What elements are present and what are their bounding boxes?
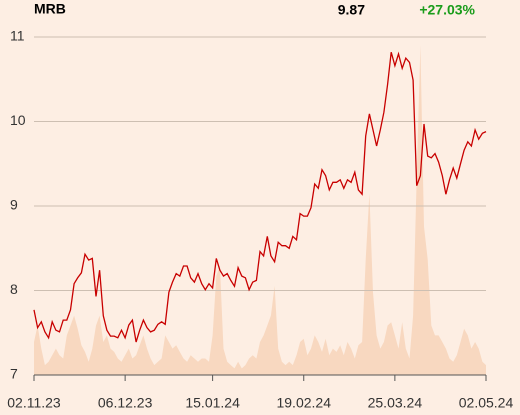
x-tick-label: 15.01.24 (185, 395, 240, 411)
price-line (33, 51, 487, 343)
last-price: 9.87 (338, 2, 365, 18)
x-tick-label: 02.05.24 (459, 395, 514, 411)
change: +27.03% (419, 2, 475, 18)
volume-area (34, 45, 486, 375)
y-tick-label: 10 (10, 112, 26, 128)
x-tick-label: 25.03.24 (368, 395, 423, 411)
x-tick-label: 02.11.23 (7, 395, 61, 411)
y-tick-label: 7 (10, 366, 18, 382)
y-tick-label: 9 (10, 197, 18, 213)
x-tick-label: 06.12.23 (98, 395, 153, 411)
x-tick-label: 19.02.24 (276, 395, 331, 411)
chart-title: MRB (34, 1, 66, 17)
y-tick-label: 11 (10, 28, 25, 44)
y-tick-label: 8 (10, 281, 18, 297)
